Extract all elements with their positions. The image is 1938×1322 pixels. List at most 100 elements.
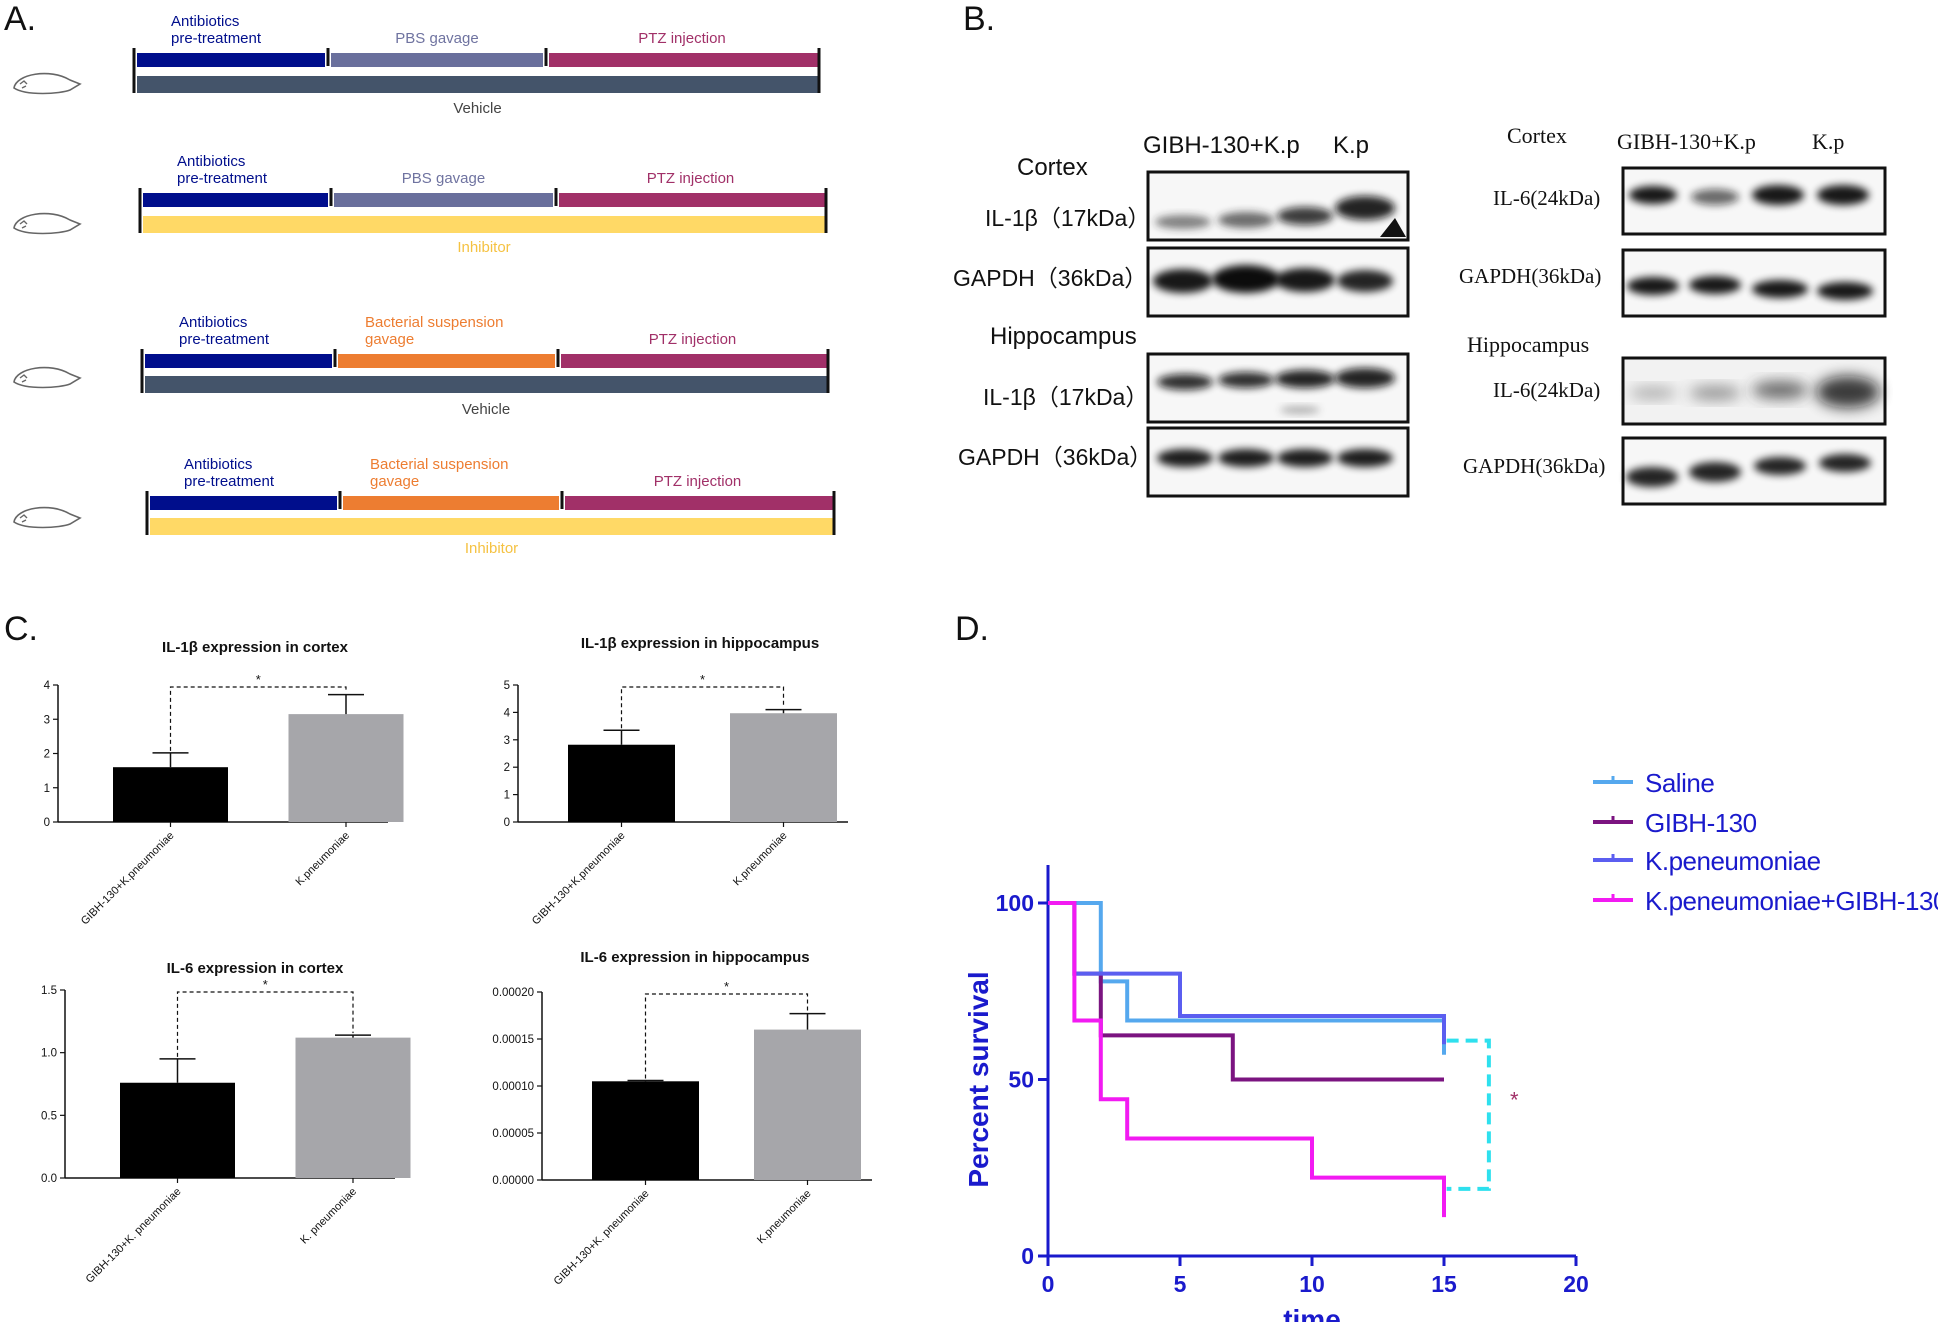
gavage-label: gavage	[370, 473, 419, 490]
significance-bracket	[644, 993, 809, 1079]
x-tick-label: GIBH-130+K.pneumoniae	[530, 830, 628, 928]
blot-right-cortex-gapdh	[1621, 248, 1887, 318]
western-blot-panel: GIBH-130+K.p K.p Cortex IL-1β（17kDa） GAP…	[953, 123, 1887, 506]
y-tick-label: 0.00005	[492, 1128, 534, 1140]
wb-right-row2-label: GAPDH(36kDa)	[1459, 264, 1601, 288]
y-tick-label: 2	[504, 762, 510, 774]
bar-chart-il6-hippocampus: IL-6 expression in hippocampus 0.00000 0.0…	[492, 949, 872, 1288]
x-tick-label: K.pneumoniae	[755, 1188, 814, 1247]
wb-right-row4-label: GAPDH(36kDa)	[1463, 454, 1605, 478]
mouse-detail	[19, 220, 28, 229]
legend-label: Saline	[1645, 768, 1714, 798]
antibiotics-bar	[143, 193, 328, 207]
mouse-body	[13, 212, 82, 235]
blot-right-hippocampus-il6	[1621, 356, 1887, 426]
x-tick-label: GIBH-130+K.pneumoniae	[79, 830, 177, 928]
gavage-label: gavage	[365, 331, 414, 348]
wb-left-group1-label: GIBH-130+K.p	[1143, 132, 1300, 159]
ptz-bar	[549, 53, 818, 67]
bar-chart-il1b-hippocampus: IL-1β expression in hippocampus 0 1 2 3 4 5 GIB…	[504, 635, 848, 928]
x-axis-label: time	[1283, 1304, 1341, 1322]
significance-bracket	[176, 991, 354, 1057]
legend-label: K.peneumoniae	[1645, 846, 1821, 876]
y-tick-label: 100	[996, 890, 1034, 916]
bar	[113, 767, 228, 822]
significance-bracket	[169, 686, 347, 751]
mouse-icon	[13, 366, 82, 389]
antibiotics-label: Antibiotics	[171, 13, 239, 30]
x-tick-label: GIBH-130+K. pneumoniae	[552, 1188, 652, 1288]
y-tick-label: 3	[504, 735, 510, 747]
y-tick-label: 0.00000	[492, 1175, 534, 1187]
gavage-label: PBS gavage	[395, 30, 478, 47]
y-tick-label: 0	[1021, 1243, 1034, 1269]
base-bar	[137, 76, 818, 93]
y-tick-label: 0.00010	[492, 1081, 534, 1093]
antibiotics-bar	[145, 354, 332, 368]
x-tick-label: 15	[1431, 1271, 1457, 1297]
ptz-bar	[565, 496, 833, 510]
gavage-label: Bacterial suspension	[370, 456, 508, 473]
panel-letter-a: A.	[4, 0, 37, 38]
y-tick-label: 50	[1008, 1067, 1034, 1093]
y-tick-label: 1.0	[41, 1048, 57, 1060]
bar	[288, 714, 404, 822]
gavage-bar	[331, 53, 543, 67]
wb-left-row1-label: IL-1β（17kDa）	[985, 205, 1150, 231]
blot-right-cortex-il6	[1621, 166, 1887, 236]
mouse-detail	[19, 374, 28, 383]
mouse-icon	[13, 72, 82, 95]
mouse-body	[13, 506, 82, 529]
wb-left-row3-label: IL-1β（17kDa）	[983, 384, 1148, 410]
y-tick-label: 1	[504, 790, 510, 802]
bar-chart-il1b-cortex: IL-1β expression in cortex 0 1 2 3 4 GIBH-130+…	[44, 639, 404, 928]
y-tick-label: 1	[44, 783, 50, 795]
significance-label: *	[263, 977, 268, 992]
mouse-icon	[13, 212, 82, 235]
survival-line	[1048, 901, 1446, 1055]
x-tick-label: 0	[1042, 1271, 1055, 1297]
base-bar	[145, 376, 827, 393]
gavage-label: PBS gavage	[402, 170, 485, 187]
blot-cortex-il1b	[1146, 170, 1410, 242]
survival-line	[1048, 901, 1444, 1082]
ptz-bar	[559, 193, 825, 207]
significance-bracket	[1446, 1038, 1491, 1191]
antibiotics-label: Antibiotics	[184, 456, 252, 473]
y-tick-label: 1.5	[41, 985, 57, 997]
mouse-detail	[19, 80, 28, 89]
x-tick-label: K. pneumoniae	[298, 1186, 359, 1247]
y-tick-label: 2	[44, 749, 50, 761]
significance-bracket	[620, 686, 785, 729]
ptz-label: PTZ injection	[649, 331, 737, 348]
bar	[295, 1037, 411, 1178]
bar	[120, 1082, 235, 1178]
x-tick-label: GIBH-130+K. pneumoniae	[84, 1186, 184, 1286]
wb-right-row3-label: IL-6(24kDa)	[1493, 378, 1600, 402]
y-axis-label: Percent survival	[963, 971, 994, 1187]
gavage-label: Bacterial suspension	[365, 314, 503, 331]
ptz-label: PTZ injection	[647, 170, 735, 187]
significance-label: *	[700, 672, 705, 687]
blot-hippocampus-il1b	[1146, 352, 1410, 424]
significance-label: *	[1510, 1088, 1519, 1113]
antibiotics-bar	[137, 53, 325, 67]
base-label: Vehicle	[453, 100, 501, 117]
base-label: Inhibitor	[457, 239, 510, 256]
bar	[754, 1029, 861, 1180]
blot-hippocampus-gapdh	[1146, 426, 1410, 498]
antibiotics-label: pre-treatment	[179, 331, 270, 348]
wb-right-group2-label: K.p	[1812, 129, 1844, 154]
significance-label: *	[256, 672, 261, 687]
x-tick-label: K.pneumoniae	[731, 830, 790, 889]
y-tick-label: 0.5	[41, 1110, 57, 1122]
x-tick-label: 10	[1299, 1271, 1325, 1297]
y-tick-label: 0.0	[41, 1173, 57, 1185]
survival-chart: 0 50 100 0 5 10 15 20 time Percent survival * Salin…	[963, 768, 1938, 1322]
y-tick-label: 4	[504, 707, 511, 719]
x-tick-label: 5	[1174, 1271, 1187, 1297]
bar	[592, 1081, 699, 1180]
mouse-detail	[19, 514, 28, 523]
